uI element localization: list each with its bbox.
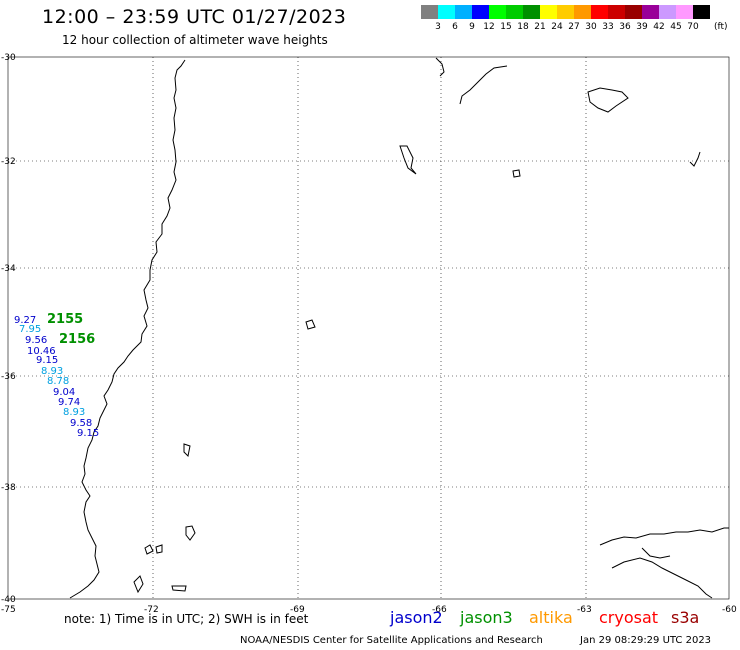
map-subtitle: 12 hour collection of altimeter wave hei…: [62, 33, 328, 47]
legend-swatch: [557, 5, 574, 19]
legend-label: 18: [517, 22, 529, 32]
coast-ne-segment: [435, 57, 445, 77]
lat-label-40: -40: [1, 595, 16, 605]
track-time-label: 2156: [59, 332, 95, 347]
wave-height-label: 8.93: [63, 407, 85, 418]
legend-swatch: [642, 5, 659, 19]
legend-label: 24: [551, 22, 563, 32]
legend-label: 3: [435, 22, 441, 32]
gridlines: [8, 57, 729, 599]
legend-label: 70: [687, 22, 699, 32]
wave-height-label: 9.04: [53, 387, 75, 398]
legend-swatch: [472, 5, 489, 19]
wave-height-labels: 9.27 7.95 9.56 10.46 9.15 8.93 8.78 9.04…: [14, 315, 99, 439]
lon-label-60: -60: [722, 605, 737, 615]
island-small-south-1: [144, 544, 154, 555]
wave-height-label: 9.15: [36, 355, 58, 366]
track-time-labels: 2155 2156: [47, 312, 95, 347]
lon-label-75: -75: [1, 605, 16, 615]
wave-height-label: 7.95: [19, 324, 41, 335]
axis-labels: -30 -32 -34 -36 -38 -40 -75 -72 -69 -66 …: [1, 53, 737, 615]
legend-swatch: [693, 5, 710, 19]
wave-height-label: 9.27: [14, 315, 36, 326]
legend-swatch: [540, 5, 557, 19]
wave-height-label: 9.58: [70, 418, 92, 429]
wave-height-label: 8.93: [41, 366, 63, 377]
legend-label: 45: [670, 22, 682, 32]
legend-swatch: [421, 5, 438, 19]
track-time-label: 2155: [47, 312, 83, 327]
color-legend: 3 6 9 12 15 18 21 24 27 30 33 36 39 42 45 70: [421, 5, 710, 32]
legend-label: 27: [568, 22, 580, 32]
island-small-south-3: [171, 585, 187, 592]
legend-swatch: [659, 5, 676, 19]
legend-swatches: [421, 5, 710, 19]
legend-swatch: [523, 5, 540, 19]
wave-height-label: 9.15: [77, 428, 99, 439]
legend-swatch: [574, 5, 591, 19]
legend-swatch: [591, 5, 608, 19]
lat-label-38: -38: [1, 483, 16, 493]
legend-label: 15: [500, 22, 512, 32]
wave-height-label: 10.46: [27, 346, 56, 357]
legend-unit: (ft): [714, 22, 728, 32]
lat-label-32: -32: [1, 157, 16, 167]
coast-east-small: [689, 151, 701, 167]
lat-label-34: -34: [1, 264, 16, 274]
map-title: 12:00 – 23:59 UTC 01/27/2023: [42, 6, 347, 28]
wave-height-label: 9.74: [58, 397, 80, 408]
lat-label-30: -30: [1, 53, 16, 63]
credit-text: NOAA/NESDIS Center for Satellite Applica…: [240, 635, 543, 646]
legend-label: 12: [483, 22, 495, 32]
legend-swatch: [608, 5, 625, 19]
legend-label: 6: [452, 22, 458, 32]
legend-swatch: [506, 5, 523, 19]
legend-label: 30: [585, 22, 597, 32]
wave-height-label: 8.78: [47, 376, 69, 387]
satellite-cryosat: cryosat: [599, 608, 659, 627]
island-small-south-4: [185, 525, 196, 541]
legend-label: 9: [469, 22, 475, 32]
map-frame: [7, 56, 730, 600]
island-nw-lake: [399, 145, 417, 175]
footer-note: note: 1) Time is in UTC; 2) SWH is in fe…: [64, 612, 309, 626]
satellite-jason3: jason3: [460, 608, 513, 627]
timestamp-text: Jan 29 08:29:29 UTC 2023: [580, 635, 712, 646]
island-small-south-2: [155, 544, 163, 554]
satellite-altika: altika: [529, 608, 573, 627]
island-chiloe: [133, 575, 144, 594]
island-lake-2: [305, 319, 316, 330]
lon-label-66: -66: [432, 605, 447, 615]
coast-ne-lagoon: [459, 65, 508, 105]
legend-label: 21: [534, 22, 546, 32]
legend-swatch: [455, 5, 472, 19]
lat-label-36: -36: [1, 372, 16, 382]
legend-label: 42: [653, 22, 665, 32]
lake-east: [587, 87, 629, 113]
lon-label-63: -63: [577, 605, 592, 615]
legend-swatch: [489, 5, 506, 19]
legend-label: 33: [602, 22, 614, 32]
island-center-small: [512, 169, 521, 178]
legend-label: 36: [619, 22, 631, 32]
legend-swatch: [438, 5, 455, 19]
lon-label-72: -72: [144, 605, 159, 615]
island-lake-1: [183, 443, 191, 458]
satellite-jason2: jason2: [390, 608, 443, 627]
coast-southeast: [599, 527, 729, 599]
coastline-chile: [69, 59, 186, 599]
satellite-s3a: s3a: [671, 608, 700, 627]
legend-swatch: [676, 5, 693, 19]
wave-height-label: 9.56: [25, 335, 47, 346]
legend-labels: 3 6 9 12 15 18 21 24 27 30 33 36 39 42 45 70: [421, 22, 740, 36]
lon-label-69: -69: [290, 605, 305, 615]
legend-swatch: [625, 5, 642, 19]
legend-label: 39: [636, 22, 648, 32]
coast-southeast-mid: [641, 547, 671, 559]
